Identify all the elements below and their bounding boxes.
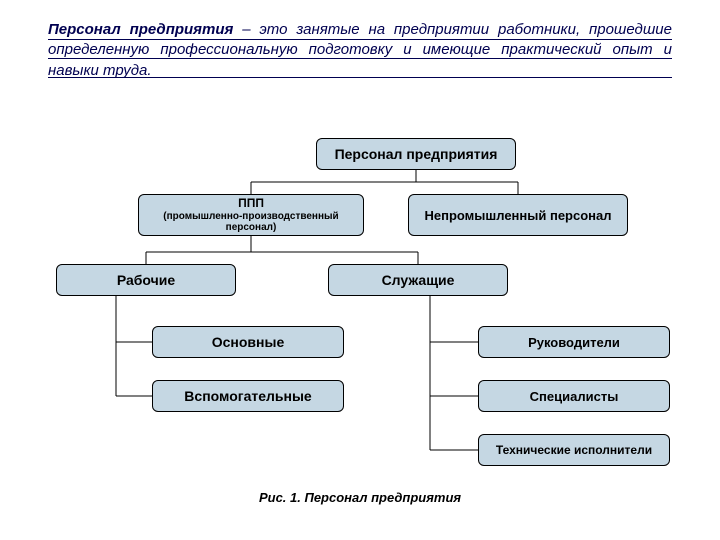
node-workers-label: Рабочие xyxy=(117,272,175,288)
node-root-label: Персонал предприятия xyxy=(335,146,498,162)
underline-3 xyxy=(48,77,672,78)
node-main-workers-label: Основные xyxy=(212,334,285,350)
figure-caption-text: Рис. 1. Персонал предприятия xyxy=(259,490,461,505)
underline-2 xyxy=(48,58,672,59)
figure-caption: Рис. 1. Персонал предприятия xyxy=(0,490,720,505)
node-root: Персонал предприятия xyxy=(316,138,516,170)
node-main-workers: Основные xyxy=(152,326,344,358)
definition-text: Персонал предприятия – это занятые на пр… xyxy=(48,20,672,81)
node-managers: Руководители xyxy=(478,326,670,358)
node-tech-executors-label: Технические исполнители xyxy=(496,443,652,457)
node-aux-workers-label: Вспомогательные xyxy=(184,388,311,404)
node-ppp-main: ППП xyxy=(238,197,264,210)
node-specialists-label: Специалисты xyxy=(530,389,619,404)
definition-term: Персонал предприятия xyxy=(48,21,233,38)
node-nonindustrial-label: Непромышленный персонал xyxy=(425,208,612,223)
underline-1 xyxy=(48,39,672,40)
node-nonindustrial: Непромышленный персонал xyxy=(408,194,628,236)
node-ppp-sub: (промышленно-производственный персонал) xyxy=(139,211,363,233)
node-workers: Рабочие xyxy=(56,264,236,296)
definition-dash: – xyxy=(233,21,259,38)
node-aux-workers: Вспомогательные xyxy=(152,380,344,412)
node-employees: Служащие xyxy=(328,264,508,296)
node-specialists: Специалисты xyxy=(478,380,670,412)
node-managers-label: Руководители xyxy=(528,335,620,350)
node-tech-executors: Технические исполнители xyxy=(478,434,670,466)
node-ppp: ППП (промышленно-производственный персон… xyxy=(138,194,364,236)
node-employees-label: Служащие xyxy=(382,272,455,288)
